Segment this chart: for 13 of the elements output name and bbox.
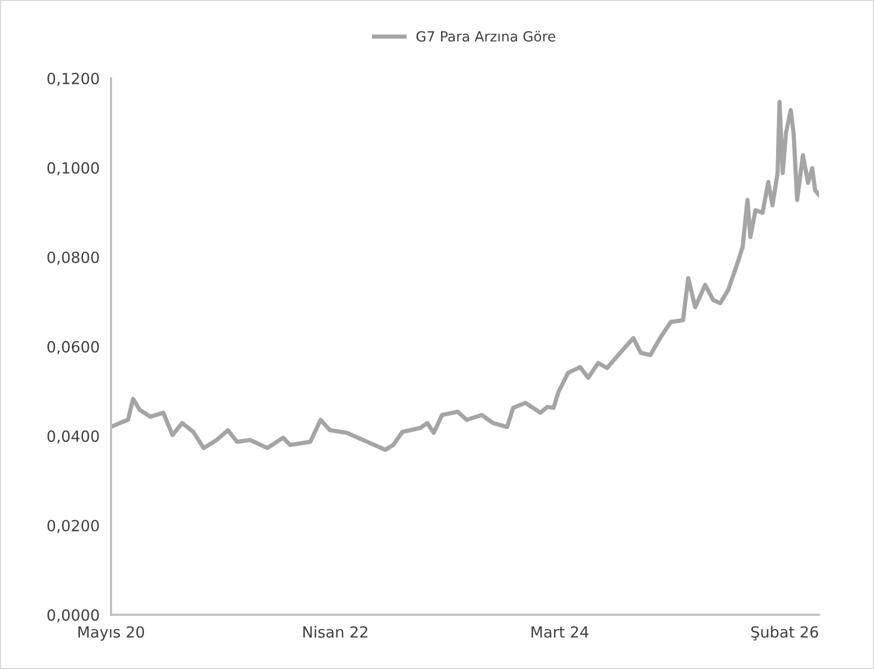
y-tick-label: 0,1200 (47, 72, 99, 86)
x-tick-label: Mayıs 20 (78, 626, 144, 641)
y-tick-label: 0,0600 (47, 341, 99, 354)
y-tick-label: 0,1000 (47, 162, 99, 176)
y-tick-label: 0,0400 (47, 430, 99, 444)
y-tick-label: 0,0800 (47, 252, 99, 265)
line-series (111, 100, 819, 452)
y-tick-label: 0,0200 (47, 520, 99, 533)
x-tick-label: Nisan 22 (303, 626, 368, 638)
legend-label: G7 Para Arzına Göre (416, 30, 556, 42)
x-tick-label: Mart 24 (532, 626, 588, 638)
x-tick-label: Şubat 26 (751, 626, 818, 640)
y-tick-label: 0,0000 (47, 609, 99, 622)
